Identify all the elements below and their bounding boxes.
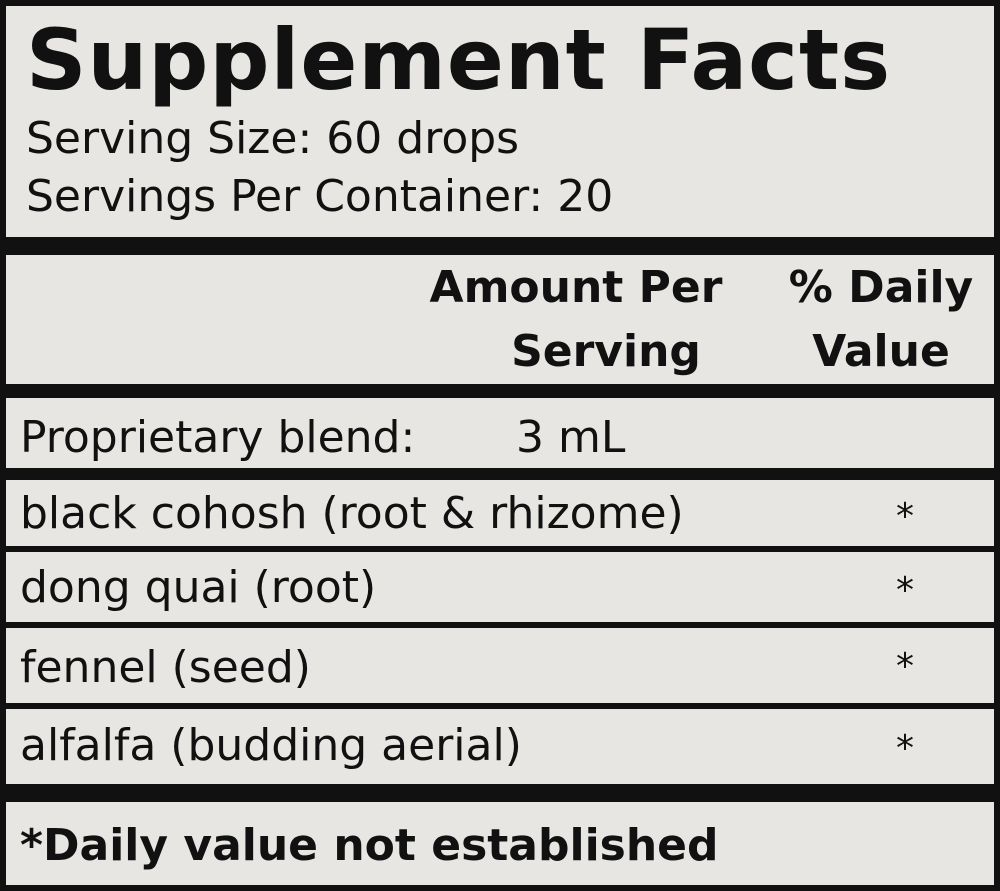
daily-value-header: % Daily Value: [776, 256, 986, 384]
divider: [6, 622, 994, 628]
divider-thick: [6, 784, 994, 802]
ingredient-name: fennel (seed): [20, 642, 311, 693]
ingredient-name: black cohosh (root & rhizome): [20, 488, 684, 539]
header-line: Value: [812, 326, 950, 377]
blend-row: Proprietary blend:: [20, 408, 415, 468]
blend-name: Proprietary blend:: [20, 412, 416, 463]
ingredient-dv: *: [896, 728, 914, 769]
label-title: Supplement Facts: [26, 11, 892, 109]
divider-thick: [6, 384, 994, 398]
divider-thick: [6, 237, 994, 255]
ingredient-dv: *: [896, 496, 914, 537]
ingredient-dv: *: [896, 570, 914, 611]
ingredient-name: alfalfa (budding aerial): [20, 720, 522, 771]
ingredient-dv: *: [896, 646, 914, 687]
amount-per-serving-header: Amount Per Serving: [416, 256, 736, 384]
servings-per-container: Servings Per Container: 20: [26, 171, 614, 222]
header-line: % Daily: [788, 262, 974, 313]
header-line: Amount Per: [429, 262, 723, 313]
divider: [6, 546, 994, 552]
ingredient-name: dong quai (root): [20, 562, 377, 613]
footnote: *Daily value not established: [20, 820, 719, 871]
header-line: Serving: [511, 326, 701, 377]
divider: [6, 703, 994, 709]
blend-amount: 3 mL: [516, 412, 626, 463]
serving-size: Serving Size: 60 drops: [26, 113, 520, 164]
divider: [6, 468, 994, 480]
